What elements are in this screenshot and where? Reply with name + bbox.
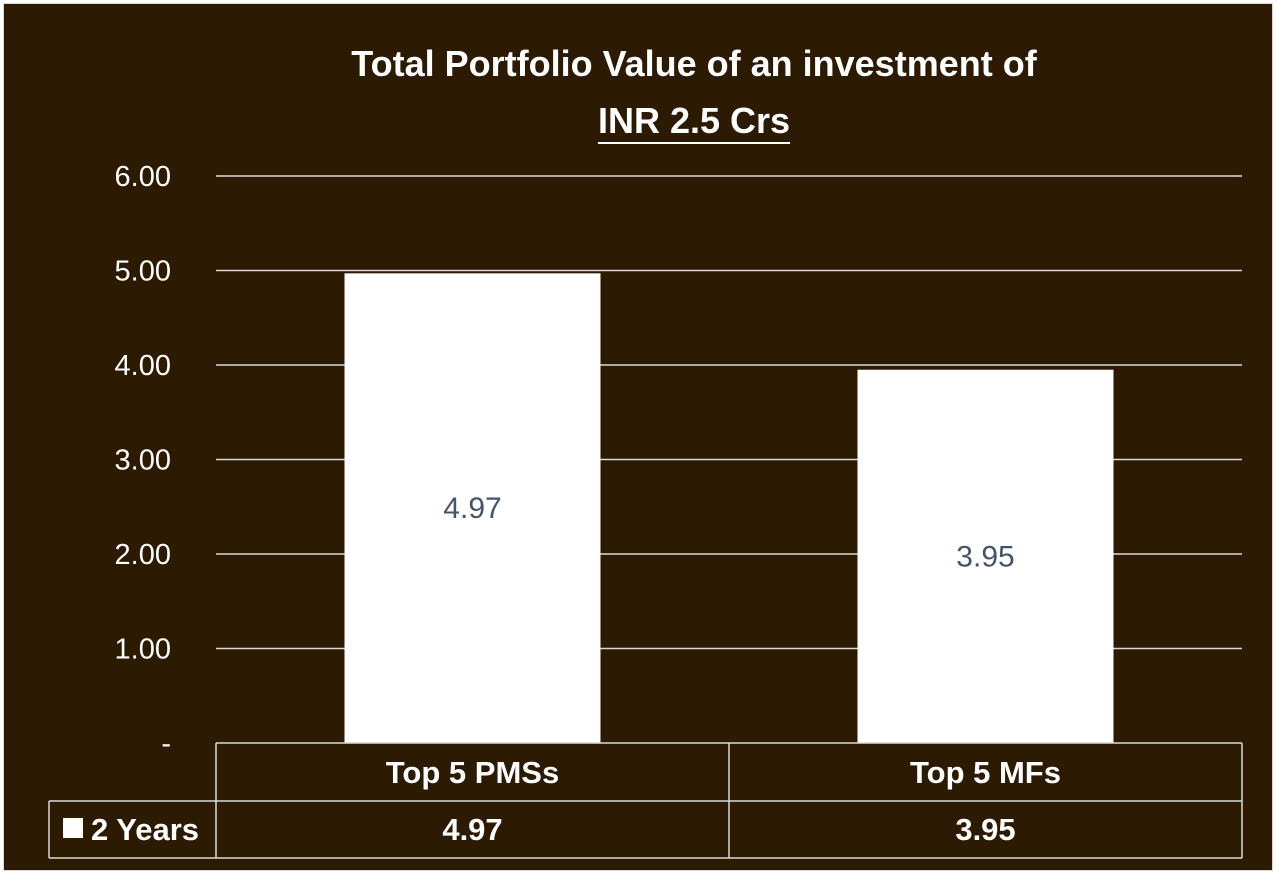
table-value: 3.95 <box>955 812 1015 847</box>
x-category-label: Top 5 PMSs <box>386 755 559 790</box>
table-value: 4.97 <box>442 812 502 847</box>
bar <box>857 369 1114 743</box>
y-tick-label: - <box>161 728 171 760</box>
chart-subtitle: INR 2.5 Crs <box>598 100 790 141</box>
y-tick-label: 1.00 <box>115 634 171 666</box>
legend-swatch <box>63 818 83 838</box>
y-tick-label: 3.00 <box>115 445 171 477</box>
chart-frame: Total Portfolio Value of an investment o… <box>3 3 1273 871</box>
y-tick-label: 4.00 <box>115 350 171 382</box>
x-category-label: Top 5 MFs <box>910 755 1061 790</box>
plot-area: - 1.00 2.00 3.00 4.00 5.00 6.00 4.97 3.95 Top 5 P… <box>48 161 1243 859</box>
data-label: 4.97 <box>443 492 501 525</box>
y-tick-label: 5.00 <box>115 256 171 288</box>
legend-label: 2 Years <box>91 812 199 847</box>
chart-title: Total Portfolio Value of an investment o… <box>351 43 1037 84</box>
y-tick-label: 6.00 <box>115 161 171 193</box>
data-label: 3.95 <box>956 540 1014 573</box>
chart-svg: Total Portfolio Value of an investment o… <box>48 43 1243 859</box>
bar <box>344 273 601 743</box>
y-tick-label: 2.00 <box>115 539 171 571</box>
